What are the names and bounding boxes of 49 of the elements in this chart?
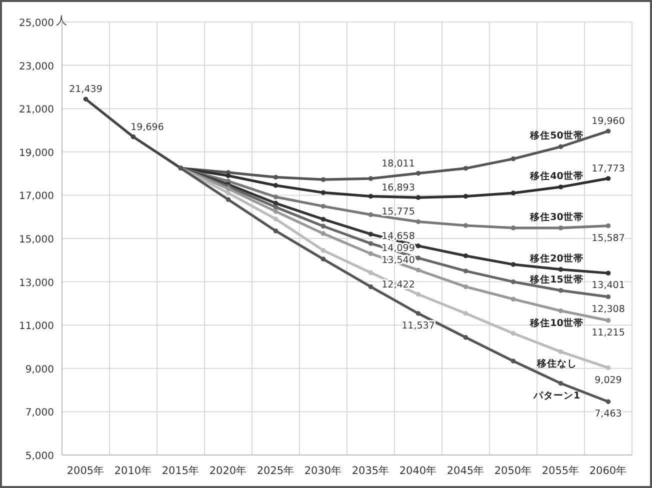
- y-tick-label: 23,000: [19, 61, 54, 72]
- x-tick-label: 2050年: [494, 465, 532, 477]
- series-label: パターン1: [532, 390, 580, 402]
- y-tick-label: 7,000: [25, 408, 54, 419]
- x-tick-label: 2025年: [256, 465, 295, 477]
- data-label: 15,587: [592, 232, 625, 244]
- x-tick-label: 2055年: [542, 465, 580, 477]
- data-label: 12,308: [592, 304, 625, 315]
- y-tick-label: 5,000: [25, 451, 54, 462]
- data-label: 17,773: [592, 163, 625, 174]
- x-tick-label: 2030年: [304, 465, 342, 477]
- x-tick-label: 2035年: [352, 465, 390, 477]
- y-tick-label: 15,000: [19, 234, 54, 246]
- series-label: 移住40世帯: [529, 170, 584, 182]
- data-label: 13,540: [382, 255, 415, 266]
- x-tick-label: 2060年: [589, 465, 628, 477]
- x-tick-label: 2045年: [446, 465, 485, 477]
- y-axis-title: 人: [56, 14, 67, 27]
- series-label: 移住50世帯: [529, 130, 584, 142]
- data-label: 19,960: [592, 116, 625, 128]
- x-tick-label: 2010年: [114, 465, 152, 477]
- series-label: 移住30世帯: [529, 210, 584, 223]
- y-tick-label: 9,000: [25, 364, 54, 376]
- y-tick-label: 13,000: [19, 278, 54, 289]
- data-label: 16,893: [382, 182, 415, 194]
- x-tick-label: 2005年: [66, 465, 105, 477]
- series-label: 移住15世帯: [529, 273, 584, 286]
- x-tick-label: 2040年: [399, 465, 438, 477]
- series-label: 移住20世帯: [529, 252, 584, 264]
- data-label: 13,401: [592, 280, 625, 292]
- series-label: 移住なし: [536, 358, 577, 370]
- x-tick-label: 2020年: [209, 465, 248, 477]
- data-label: 21,439: [69, 84, 102, 96]
- y-tick-label: 17,000: [19, 191, 54, 202]
- x-tick-label: 2015年: [162, 465, 200, 477]
- data-label: 9,029: [594, 374, 622, 386]
- y-tick-label: 25,000: [19, 18, 54, 29]
- y-tick-label: 19,000: [19, 148, 54, 159]
- data-label: 18,011: [382, 158, 415, 170]
- data-label: 14,658: [382, 230, 415, 242]
- data-label: 15,775: [382, 206, 415, 218]
- data-label: 7,463: [594, 408, 622, 420]
- data-label: 11,537: [402, 320, 435, 332]
- data-label: 19,696: [130, 122, 164, 133]
- data-label: 11,215: [592, 327, 625, 338]
- y-tick-label: 21,000: [19, 104, 54, 116]
- y-tick-label: 11,000: [19, 321, 54, 332]
- series-label: 移住10世帯: [529, 316, 584, 329]
- data-label: 12,422: [382, 279, 415, 290]
